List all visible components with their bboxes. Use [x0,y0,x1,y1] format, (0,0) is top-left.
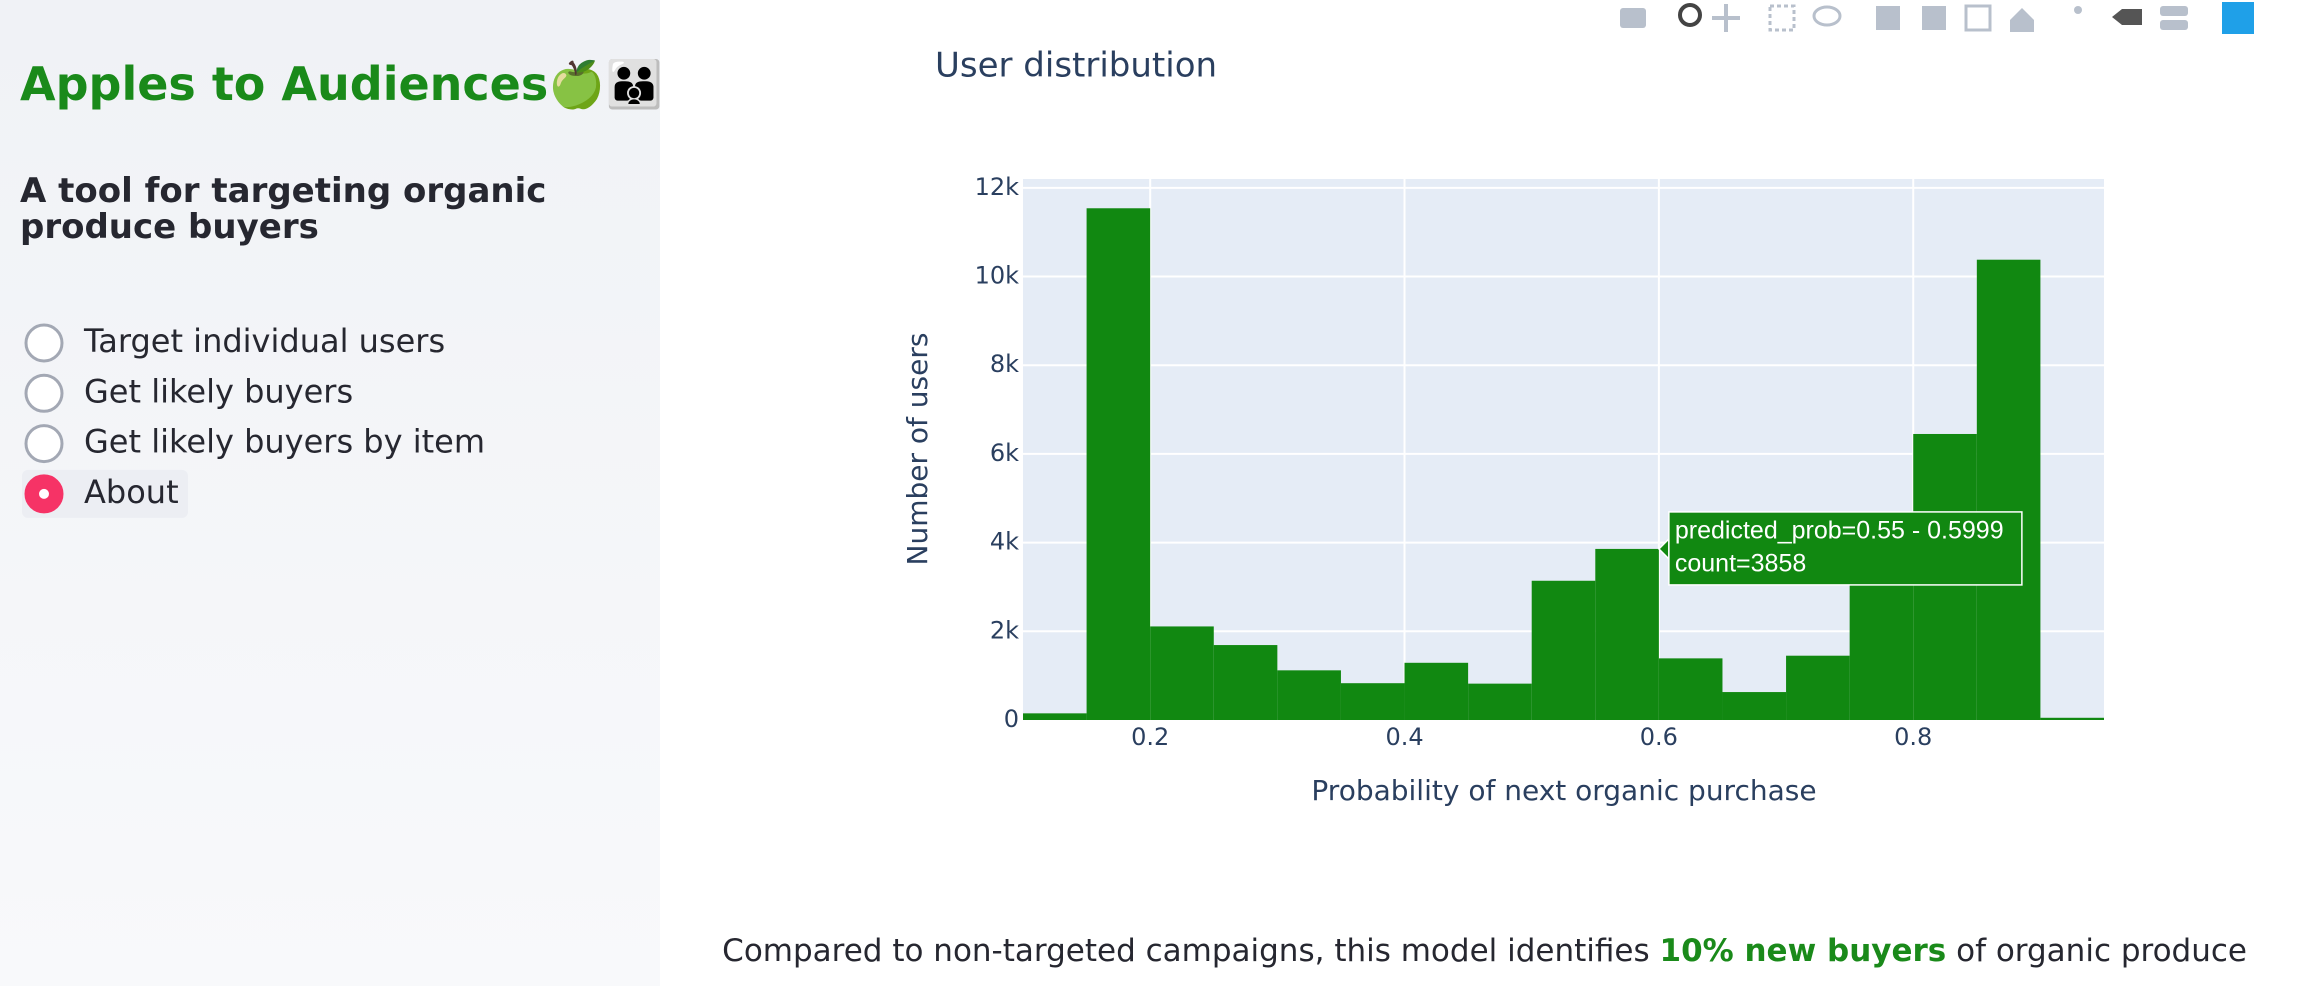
histogram-bar[interactable] [1150,626,1214,720]
histogram-bar[interactable] [1595,548,1659,720]
hover-compare-icon-2[interactable] [2160,20,2188,30]
lasso-icon[interactable] [1812,5,1842,27]
histogram-bar[interactable] [1468,683,1532,720]
footer-before: Compared to non-targeted campaigns, this… [722,933,1659,969]
y-tick-label: 0 [1004,705,1019,733]
y-axis-title: Number of users [901,333,934,566]
radio-label[interactable]: About [84,473,179,511]
chart-title: User distribution [935,46,1217,86]
y-tick-label: 10k [975,262,1020,290]
zoom-in-icon[interactable] [1876,6,1900,30]
tooltip-box [1668,511,2023,586]
histogram-bar[interactable] [1722,692,1787,720]
x-tick-label: 0.4 [1385,723,1423,751]
y-tick-label: 4k [990,528,1019,556]
hover-closest-icon[interactable] [2112,9,2142,25]
histogram-bar[interactable] [1023,713,1087,720]
autoscale-icon[interactable] [1964,4,1992,32]
reset-icon[interactable] [2010,8,2034,32]
zoom-icon[interactable] [1678,3,1702,27]
radio-group: Target individual users Get likely buyers… [22,322,485,518]
radio-button[interactable] [24,323,64,363]
zoom-out-icon[interactable] [1922,6,1946,30]
histogram-bar[interactable] [1086,208,1151,720]
y-tick-label: 12k [975,173,1020,201]
histogram-bar[interactable] [1658,658,1723,720]
footer-text: Compared to non-targeted campaigns, this… [722,933,2247,969]
modebar [1620,2,2254,34]
histogram-bar[interactable] [1976,259,2041,720]
hover-compare-icon[interactable] [2160,6,2188,16]
selected-highlight [22,469,188,518]
plotly-logo[interactable] [2222,2,2254,34]
camera-icon[interactable] [1620,8,1646,28]
x-tick-label: 0.8 [1894,723,1932,751]
pan-icon[interactable] [1712,4,1740,32]
subtitle-line: A tool for targeting organic [20,171,546,211]
bars [1023,208,2104,720]
subtitle-line: produce buyers [20,207,319,247]
axes: 0 2k 4k 6k 8k 10k 12k 0.2 0.4 0.6 0.8 [975,173,1933,751]
radio-label[interactable]: Target individual users [83,322,445,360]
y-tick-label: 8k [990,350,1019,378]
histogram-bar[interactable] [1849,582,1914,720]
tooltip: predicted_prob=0.55 - 0.5999 count=3858 [1657,511,2023,586]
x-tick-label: 0.6 [1640,723,1678,751]
x-tick-label: 0.2 [1131,723,1169,751]
footer-after: of organic produce [1946,933,2247,969]
histogram-bar[interactable] [1404,662,1469,720]
footer-highlight: 10% new buyers [1660,933,1947,969]
radio-label[interactable]: Get likely buyers [84,372,353,410]
histogram-bar[interactable] [2040,717,2104,720]
histogram-bar[interactable] [1213,645,1278,720]
tooltip-line: predicted_prob=0.55 - 0.5999 [1675,517,2004,545]
x-axis-title: Probability of next organic purchase [1311,774,1816,807]
radio-button[interactable] [24,424,64,464]
select-icon[interactable] [1768,4,1796,32]
radio-dot [39,488,49,499]
radio-button[interactable] [24,373,64,413]
histogram-bar[interactable] [1277,670,1341,720]
app-title: Apples to Audiences🍏👪 [20,57,663,111]
histogram-bar[interactable] [1786,655,1850,720]
tooltip-line: count=3858 [1675,550,1806,578]
radio-label[interactable]: Get likely buyers by item [84,423,485,461]
histogram-bar[interactable] [1340,683,1405,720]
y-tick-label: 6k [990,439,1019,467]
spike-icon[interactable] [2074,6,2082,14]
app-subtitle: A tool for targeting organic produce buye… [20,171,546,247]
histogram-bar[interactable] [1531,580,1596,720]
y-tick-label: 2k [990,616,1019,644]
